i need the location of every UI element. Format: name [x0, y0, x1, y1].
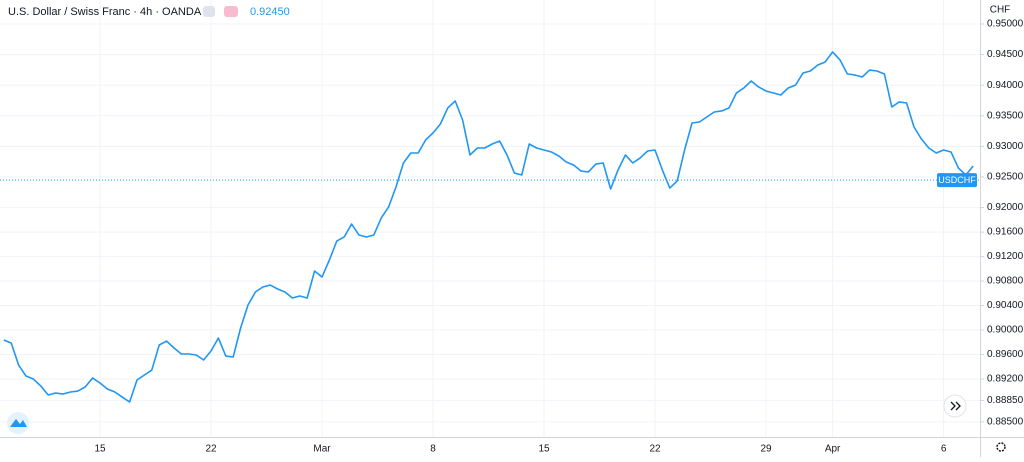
y-tick-label: 0.88500	[987, 416, 1024, 427]
x-tick-label: 15	[94, 444, 106, 455]
y-tick-label: 0.90800	[987, 276, 1024, 287]
x-tick-label: 29	[760, 444, 772, 455]
price-line	[3, 51, 974, 403]
settings-button[interactable]	[996, 442, 1006, 452]
y-tick-label: 0.90000	[987, 325, 1024, 336]
grid	[0, 0, 980, 437]
symbol-tag	[937, 173, 977, 188]
y-tick-label: 0.93000	[987, 141, 1024, 152]
y-tick-label: 0.92500	[987, 172, 1024, 183]
y-tick-label: 0.95000	[987, 19, 1024, 30]
y-tick-label: 0.94500	[987, 49, 1024, 60]
x-tick-label: Apr	[825, 444, 841, 455]
y-tick-label: 0.89200	[987, 374, 1024, 385]
x-tick-label: 15	[538, 444, 550, 455]
scroll-icon	[950, 401, 961, 411]
x-tick-label: 6	[941, 444, 947, 455]
chart-title: U.S. Dollar / Swiss Franc · 4h · OANDA	[8, 6, 202, 18]
y-tick-label: 0.91200	[987, 251, 1024, 262]
marks	[0, 51, 980, 403]
y-tick-label: 0.90400	[987, 300, 1024, 311]
y-tick-label: 0.89600	[987, 349, 1024, 360]
y-tick-label: 0.92000	[987, 202, 1024, 213]
x-tick-label: 22	[649, 444, 661, 455]
status-pill	[224, 6, 238, 17]
x-tick-label: Mar	[313, 444, 331, 455]
y-tick-label: 0.94000	[987, 80, 1024, 91]
x-tick-label: 22	[205, 444, 217, 455]
x-tick-label: 8	[430, 444, 436, 455]
y-tick-label: 0.91600	[987, 227, 1024, 238]
y-tick-label: 0.88850	[987, 395, 1024, 406]
status-pill	[203, 6, 215, 17]
y-tick-label: 0.93500	[987, 110, 1024, 121]
currency: CHF	[990, 5, 1011, 16]
logo-icon	[10, 419, 27, 427]
symbol-tag-label: USDCHF	[938, 175, 976, 185]
last-price: 0.92450	[250, 6, 290, 18]
